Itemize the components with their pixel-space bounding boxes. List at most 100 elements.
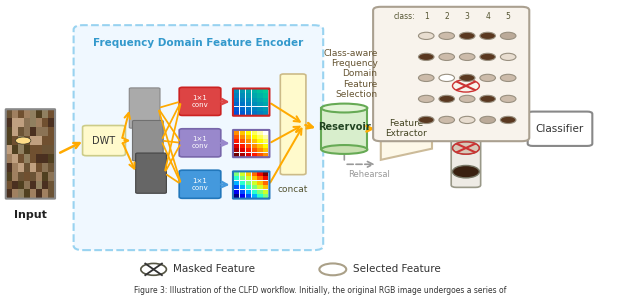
Ellipse shape [319, 263, 346, 275]
Ellipse shape [452, 80, 479, 92]
FancyBboxPatch shape [263, 148, 269, 152]
Ellipse shape [500, 116, 516, 123]
Ellipse shape [439, 95, 454, 102]
FancyBboxPatch shape [6, 154, 12, 163]
Polygon shape [381, 98, 432, 160]
Ellipse shape [452, 142, 479, 154]
FancyBboxPatch shape [257, 185, 262, 189]
FancyBboxPatch shape [24, 136, 31, 145]
FancyBboxPatch shape [240, 194, 245, 198]
Ellipse shape [452, 165, 479, 178]
FancyBboxPatch shape [12, 127, 19, 136]
FancyBboxPatch shape [280, 74, 306, 175]
FancyBboxPatch shape [257, 102, 262, 106]
FancyBboxPatch shape [6, 136, 12, 145]
FancyBboxPatch shape [252, 102, 257, 106]
Text: 1: 1 [424, 12, 429, 21]
Text: Classifier: Classifier [536, 124, 584, 134]
FancyBboxPatch shape [31, 118, 36, 127]
FancyBboxPatch shape [42, 110, 49, 118]
FancyBboxPatch shape [234, 102, 239, 106]
Text: Selected Feature: Selected Feature [353, 264, 441, 274]
FancyBboxPatch shape [49, 110, 54, 118]
FancyBboxPatch shape [234, 144, 239, 148]
FancyBboxPatch shape [24, 172, 31, 181]
Ellipse shape [419, 95, 434, 102]
FancyBboxPatch shape [234, 148, 239, 152]
FancyBboxPatch shape [42, 189, 49, 198]
FancyBboxPatch shape [24, 110, 31, 118]
Ellipse shape [439, 53, 454, 60]
FancyBboxPatch shape [31, 110, 36, 118]
FancyBboxPatch shape [257, 144, 262, 148]
FancyBboxPatch shape [246, 102, 251, 106]
FancyBboxPatch shape [240, 94, 245, 98]
FancyBboxPatch shape [19, 136, 24, 145]
FancyBboxPatch shape [528, 112, 593, 146]
FancyBboxPatch shape [36, 127, 42, 136]
FancyBboxPatch shape [257, 111, 262, 115]
FancyBboxPatch shape [246, 131, 251, 135]
Text: Figure 3: Illustration of the CLFD workflow. Initially, the original RGB image u: Figure 3: Illustration of the CLFD workf… [134, 286, 506, 295]
FancyBboxPatch shape [49, 127, 54, 136]
Ellipse shape [419, 32, 434, 39]
FancyBboxPatch shape [36, 154, 42, 163]
FancyBboxPatch shape [42, 127, 49, 136]
FancyBboxPatch shape [19, 154, 24, 163]
FancyBboxPatch shape [321, 108, 367, 149]
FancyBboxPatch shape [252, 181, 257, 185]
Ellipse shape [321, 104, 367, 112]
FancyBboxPatch shape [36, 110, 42, 118]
FancyBboxPatch shape [132, 120, 163, 161]
FancyBboxPatch shape [234, 172, 239, 176]
FancyBboxPatch shape [263, 98, 269, 102]
FancyBboxPatch shape [49, 154, 54, 163]
Ellipse shape [460, 95, 475, 102]
Ellipse shape [452, 123, 479, 135]
FancyBboxPatch shape [263, 153, 269, 157]
Text: DWT: DWT [92, 136, 116, 146]
FancyBboxPatch shape [42, 118, 49, 127]
FancyBboxPatch shape [31, 145, 36, 154]
FancyBboxPatch shape [252, 172, 257, 176]
FancyBboxPatch shape [257, 194, 262, 198]
FancyBboxPatch shape [12, 118, 19, 127]
FancyBboxPatch shape [263, 89, 269, 93]
FancyBboxPatch shape [240, 89, 245, 93]
FancyBboxPatch shape [234, 135, 239, 139]
FancyBboxPatch shape [240, 139, 245, 144]
FancyBboxPatch shape [263, 102, 269, 106]
FancyBboxPatch shape [240, 131, 245, 135]
FancyBboxPatch shape [6, 172, 12, 181]
FancyBboxPatch shape [252, 98, 257, 102]
FancyBboxPatch shape [24, 145, 31, 154]
Text: Rehearsal: Rehearsal [348, 170, 390, 179]
FancyBboxPatch shape [263, 107, 269, 111]
Text: Reservoir: Reservoir [318, 122, 371, 132]
FancyBboxPatch shape [234, 185, 239, 189]
FancyBboxPatch shape [263, 131, 269, 135]
FancyBboxPatch shape [263, 176, 269, 180]
FancyBboxPatch shape [129, 88, 160, 128]
FancyBboxPatch shape [12, 181, 19, 189]
Ellipse shape [452, 103, 479, 116]
FancyBboxPatch shape [83, 126, 125, 156]
FancyBboxPatch shape [6, 181, 12, 189]
FancyBboxPatch shape [263, 189, 269, 194]
FancyBboxPatch shape [49, 118, 54, 127]
Ellipse shape [500, 53, 516, 60]
FancyBboxPatch shape [252, 194, 257, 198]
FancyBboxPatch shape [252, 107, 257, 111]
Text: 3: 3 [465, 12, 470, 21]
FancyBboxPatch shape [246, 111, 251, 115]
FancyBboxPatch shape [31, 127, 36, 136]
FancyBboxPatch shape [19, 189, 24, 198]
Ellipse shape [439, 32, 454, 39]
FancyBboxPatch shape [42, 163, 49, 172]
FancyBboxPatch shape [42, 172, 49, 181]
FancyBboxPatch shape [246, 185, 251, 189]
FancyBboxPatch shape [12, 172, 19, 181]
Ellipse shape [460, 53, 475, 60]
FancyBboxPatch shape [179, 170, 221, 198]
FancyBboxPatch shape [36, 189, 42, 198]
